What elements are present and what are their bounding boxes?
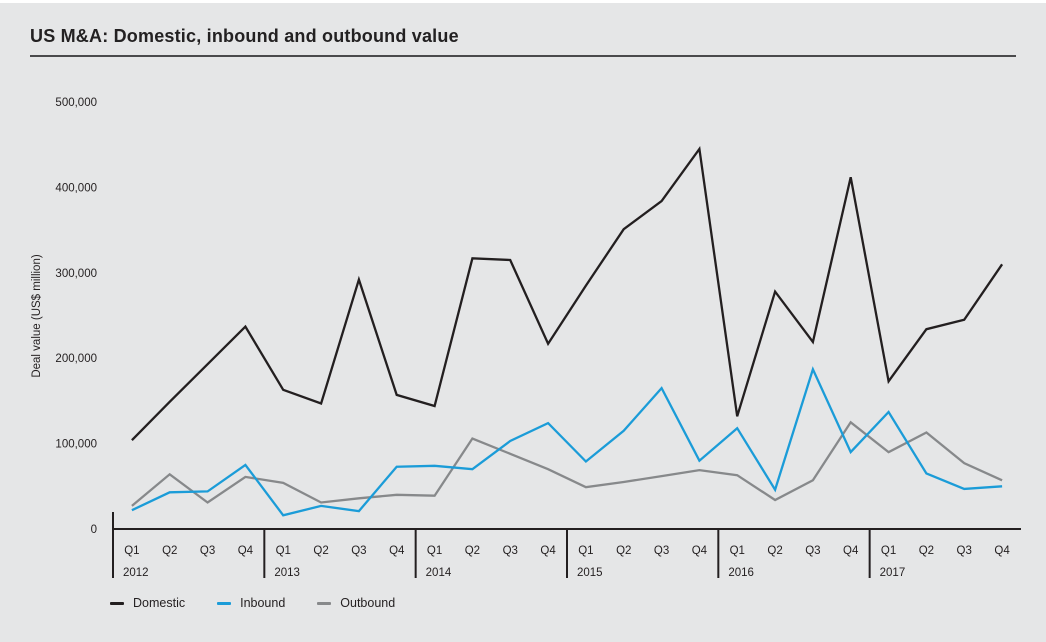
y-axis-tick-labels: 0 100,000 200,000 300,000 400,000 500,000 [55,97,97,536]
y-axis-title: Deal value (US$ million) [31,254,43,378]
legend-dash-inbound-icon [217,601,232,605]
x-axis-quarter-labels: Q1 Q2 Q3 Q4 Q1 Q2 Q3 Q4 Q1 Q2 Q3 Q4 Q1 Q2 Q3 Q4 Q1 Q2 Q3 Q4… [124,545,1010,557]
quarter-tick-label: Q3 [654,545,669,557]
quarter-tick-label: Q3 [503,545,518,557]
quarter-tick-label: Q4 [238,545,254,557]
year-label: 2013 [274,567,300,579]
y-tick-label: 300,000 [55,268,97,280]
quarter-tick-label: Q2 [465,545,480,557]
year-label: 2015 [577,567,603,579]
quarter-tick-label: Q4 [389,545,405,557]
series-line-inbound [131,366,1003,517]
quarter-tick-label: Q4 [540,545,556,557]
quarter-tick-label: Q1 [276,545,291,557]
quarter-tick-label: Q4 [692,545,708,557]
quarter-tick-label: Q1 [124,545,139,557]
legend-label-inbound: Inbound [240,596,286,610]
legend-item-outbound: Outbound [317,596,395,610]
quarter-tick-label: Q3 [805,545,820,557]
quarter-tick-label: Q2 [919,545,934,557]
title-rule [30,55,1016,57]
quarter-tick-label: Q2 [313,545,328,557]
quarter-tick-label: Q2 [162,545,177,557]
quarter-tick-label: Q3 [957,545,972,557]
legend-item-domestic: Domestic [110,596,185,610]
chart-legend: Domestic Inbound Outbound [110,596,395,610]
quarter-tick-label: Q1 [881,545,896,557]
quarter-tick-label: Q2 [616,545,631,557]
quarter-tick-label: Q2 [767,545,782,557]
quarter-tick-label: Q4 [843,545,859,557]
quarter-tick-label: Q3 [200,545,215,557]
year-label: 2012 [123,567,149,579]
quarter-tick-label: Q1 [730,545,745,557]
x-axis-year-ticks [112,512,871,578]
top-edge-strip [0,0,1046,3]
quarter-tick-label: Q1 [427,545,442,557]
y-tick-label: 400,000 [55,182,97,194]
y-tick-label: 500,000 [55,97,97,109]
legend-label-domestic: Domestic [133,596,186,610]
chart-title: US M&A: Domestic, inbound and outbound v… [30,26,459,46]
quarter-tick-label: Q1 [578,545,593,557]
year-label: 2014 [426,567,452,579]
quarter-tick-label: Q4 [994,545,1010,557]
series-line-domestic [131,146,1004,442]
legend-label-outbound: Outbound [340,596,396,610]
x-axis-year-labels: 2012 2013 2014 2015 2016 2017 [123,567,905,579]
y-tick-label: 200,000 [55,353,97,365]
legend-dash-outbound-icon [317,601,332,605]
series-line-outbound [131,420,1003,507]
legend-dash-domestic-icon [110,601,124,605]
quarter-tick-label: Q3 [351,545,366,557]
year-label: 2016 [728,567,754,579]
y-tick-label: 100,000 [55,439,97,451]
year-label: 2017 [880,567,906,579]
legend-item-inbound: Inbound [217,596,285,610]
y-tick-label: 0 [91,524,97,536]
